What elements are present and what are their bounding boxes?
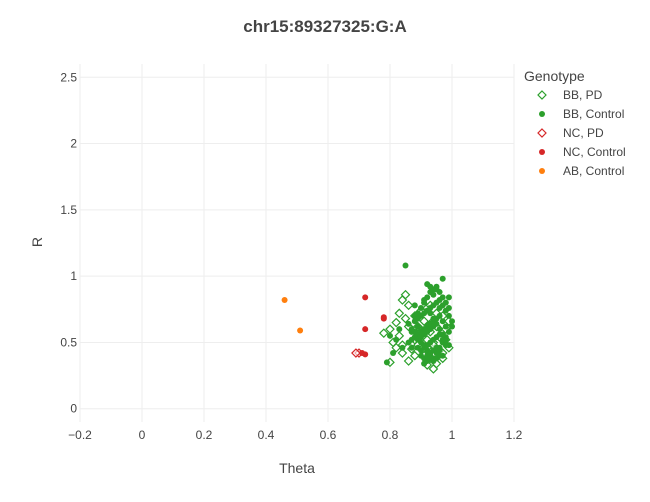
legend-marker <box>537 128 547 138</box>
legend-title: Genotype <box>524 68 585 84</box>
data-point <box>396 326 403 333</box>
legend-item[interactable]: BB, PD <box>537 88 603 102</box>
x-tick-label: −0.2 <box>68 428 92 442</box>
data-point <box>442 342 449 349</box>
y-tick-label: 1.5 <box>60 203 77 217</box>
data-points <box>281 262 455 374</box>
legend-label: BB, Control <box>563 107 624 121</box>
legend-label: NC, PD <box>563 126 604 140</box>
x-tick-label: 0.2 <box>196 428 213 442</box>
data-point <box>400 313 411 324</box>
data-point <box>297 327 304 334</box>
data-point <box>436 312 443 319</box>
data-point <box>445 294 452 301</box>
data-point <box>442 307 449 314</box>
data-point <box>403 356 414 366</box>
data-point <box>439 336 446 343</box>
y-tick-label: 2.5 <box>60 70 77 84</box>
y-tick-label: 0 <box>70 402 77 416</box>
y-tick-label: 2 <box>70 137 77 151</box>
legend-marker <box>539 149 545 155</box>
data-point <box>359 350 366 357</box>
data-point <box>436 352 443 359</box>
data-point <box>411 302 418 309</box>
data-point <box>408 344 415 351</box>
y-axis-title: R <box>29 237 45 247</box>
data-point <box>436 326 443 333</box>
data-point <box>393 336 400 343</box>
x-tick-label: 1 <box>449 428 456 442</box>
data-point <box>445 328 452 335</box>
data-point <box>442 323 449 330</box>
data-point <box>445 312 452 319</box>
x-tick-label: 0.4 <box>258 428 275 442</box>
grid-layer <box>79 64 515 422</box>
data-point <box>383 359 390 366</box>
data-point <box>387 332 393 339</box>
x-tick-label: 0.6 <box>320 428 337 442</box>
data-point <box>439 318 446 325</box>
data-point <box>400 289 411 300</box>
data-point <box>380 314 387 321</box>
legend-marker <box>537 90 547 100</box>
chart-title: chr15:89327325:G:A <box>243 17 406 36</box>
data-point <box>391 342 402 353</box>
legend-item[interactable]: BB, Control <box>539 107 624 121</box>
legend-marker <box>539 168 545 174</box>
data-point <box>436 297 443 304</box>
legend-label: NC, Control <box>563 145 626 159</box>
data-point <box>399 344 406 351</box>
y-tick-label: 1 <box>70 269 77 283</box>
legend-item[interactable]: AB, Control <box>539 164 624 178</box>
tick-labels: −0.2 0 0.2 0.4 0.6 0.8 1 1.2 0 0.5 1 1.5 2 2.5 <box>60 70 522 442</box>
data-point <box>390 350 397 357</box>
data-point <box>394 308 405 319</box>
data-point <box>436 304 443 311</box>
data-point <box>391 317 402 328</box>
data-point <box>449 318 455 325</box>
data-point <box>430 291 437 298</box>
data-point <box>436 347 443 354</box>
data-point <box>403 300 414 311</box>
data-point <box>409 350 420 361</box>
y-tick-label: 0.5 <box>60 335 77 349</box>
legend-marker <box>539 111 545 117</box>
x-axis-title: Theta <box>279 460 315 476</box>
data-point <box>394 330 405 341</box>
data-point <box>427 283 434 290</box>
x-tick-label: 1.2 <box>506 428 523 442</box>
data-point <box>430 315 437 322</box>
data-point <box>449 323 455 330</box>
data-point <box>402 262 409 269</box>
data-point <box>418 304 424 311</box>
series-1 <box>383 262 455 367</box>
data-point <box>414 323 421 330</box>
data-point <box>433 320 440 327</box>
data-point <box>427 310 434 317</box>
data-point <box>351 348 361 358</box>
x-tick-label: 0 <box>139 428 146 442</box>
legend[interactable]: Genotype BB, PD BB, Control NC, PD NC, Cont… <box>524 68 626 178</box>
data-point <box>281 297 288 304</box>
series-3 <box>359 294 387 358</box>
legend-label: BB, PD <box>563 88 603 102</box>
data-point <box>362 294 369 301</box>
data-point <box>436 331 443 338</box>
x-tick-label: 0.8 <box>382 428 399 442</box>
legend-item[interactable]: NC, Control <box>539 145 626 159</box>
legend-label: AB, Control <box>563 164 624 178</box>
series-4 <box>281 297 304 334</box>
data-point <box>405 320 412 327</box>
data-point <box>439 275 446 282</box>
legend-item[interactable]: NC, PD <box>537 126 604 140</box>
data-point <box>397 348 408 358</box>
data-point <box>419 316 429 327</box>
data-point <box>428 364 439 374</box>
data-point <box>421 297 428 304</box>
data-point <box>362 326 369 333</box>
data-point <box>378 328 389 339</box>
data-point <box>433 286 440 293</box>
